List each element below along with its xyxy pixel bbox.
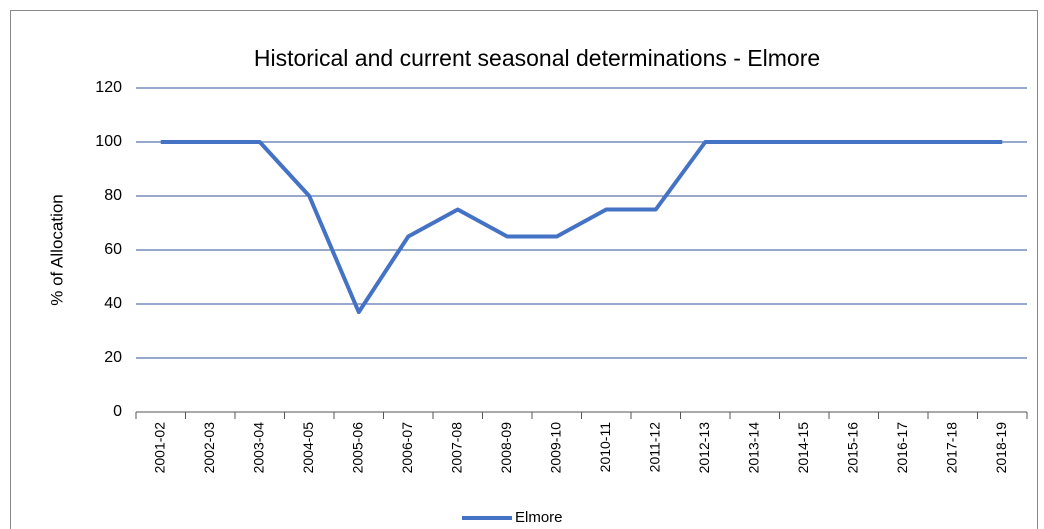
x-tick-label: 2006-07 bbox=[399, 422, 415, 474]
x-tick-label: 2001-02 bbox=[151, 422, 167, 474]
x-tick-label: 2002-03 bbox=[201, 422, 217, 474]
y-tick-label: 120 bbox=[95, 79, 122, 96]
y-tick-label: 20 bbox=[104, 349, 122, 366]
x-tick-label: 2013-14 bbox=[745, 422, 761, 474]
x-tick-label: 2014-15 bbox=[795, 422, 811, 474]
x-tick-label: 2015-16 bbox=[844, 422, 860, 474]
x-tick-label: 2017-18 bbox=[943, 422, 959, 474]
x-tick-label: 2008-09 bbox=[498, 422, 514, 474]
x-tick-label: 2009-10 bbox=[547, 422, 563, 474]
data-line bbox=[160, 140, 1003, 315]
y-tick-label: 0 bbox=[113, 403, 122, 420]
x-tick-label: 2018-19 bbox=[993, 422, 1009, 474]
chart-title: Historical and current seasonal determin… bbox=[254, 45, 820, 71]
x-tick-label: 2004-05 bbox=[300, 422, 316, 474]
x-tick-label: 2007-08 bbox=[448, 422, 464, 474]
chart-border bbox=[10, 10, 1038, 529]
x-tick-label: 2003-04 bbox=[250, 422, 266, 474]
x-tick-label: 2010-11 bbox=[597, 422, 613, 473]
legend-label: Elmore bbox=[515, 509, 563, 526]
x-tick-label: 2016-17 bbox=[894, 422, 910, 474]
y-tick-label: 40 bbox=[104, 295, 122, 312]
x-tick-label: 2011-12 bbox=[646, 422, 662, 473]
x-tick-label: 2005-06 bbox=[349, 422, 365, 474]
y-axis-label: % of Allocation bbox=[47, 194, 66, 306]
y-tick-label: 100 bbox=[95, 133, 122, 150]
x-tick-label: 2012-13 bbox=[696, 422, 712, 474]
y-tick-label: 60 bbox=[104, 241, 122, 258]
y-tick-label: 80 bbox=[104, 187, 122, 204]
